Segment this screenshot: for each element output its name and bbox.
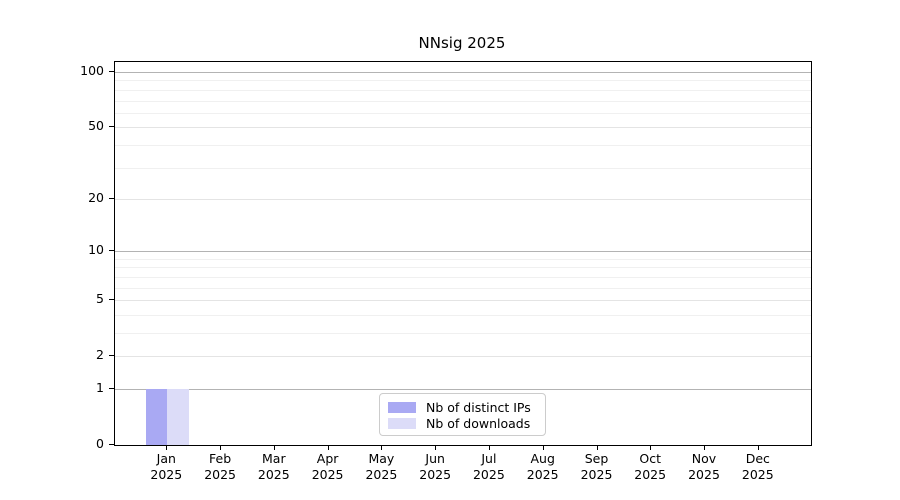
y-tick-label: 1 <box>96 380 104 395</box>
gridline-minor <box>115 89 811 91</box>
legend-entry-nb-of-downloads: Nb of downloads <box>388 415 537 431</box>
x-tick-label-jun: Jun 2025 <box>419 451 452 482</box>
x-tick-mark <box>542 445 544 450</box>
x-tick-label-oct: Oct 2025 <box>634 451 667 482</box>
x-tick-label-dec: Dec 2025 <box>741 451 774 482</box>
x-tick-mark <box>166 445 168 450</box>
x-tick-mark <box>704 445 705 450</box>
y-tick-label: 100 <box>80 63 104 78</box>
gridline-major <box>115 251 811 253</box>
gridline-minor <box>115 144 811 146</box>
y-tick-label: 2 <box>96 347 104 363</box>
legend-label: Nb of downloads <box>426 415 531 431</box>
y-tick-mark <box>109 355 114 357</box>
x-tick-mark <box>381 445 383 450</box>
y-tick-mark <box>109 71 114 72</box>
legend-label: Nb of distinct IPs <box>426 399 531 415</box>
x-tick-mark <box>650 445 652 450</box>
x-tick-label-nov: Nov 2025 <box>688 451 720 482</box>
gridline-major <box>115 72 811 73</box>
y-tick-label: 5 <box>96 291 104 307</box>
legend-swatch <box>388 401 416 413</box>
y-tick-mark <box>109 444 114 445</box>
gridline-minor <box>115 276 811 278</box>
gridline-sub <box>115 300 811 302</box>
plot-area <box>114 61 812 446</box>
bar-nb-of-distinct-ips-jan-2025 <box>145 389 168 445</box>
legend-swatch <box>388 417 416 429</box>
x-tick-mark <box>220 445 222 450</box>
y-tick-mark <box>109 250 114 252</box>
gridline-minor <box>115 287 811 289</box>
x-tick-label-mar: Mar 2025 <box>257 451 290 482</box>
bar-nb-of-downloads-jan-2025 <box>167 389 189 445</box>
x-tick-label-apr: Apr 2025 <box>311 451 344 482</box>
gridline-major <box>115 389 811 390</box>
y-tick-mark <box>109 126 114 128</box>
gridline-minor <box>115 100 811 102</box>
x-tick-mark <box>273 445 275 450</box>
y-tick-label: 0 <box>96 436 104 451</box>
x-tick-label-jul: Jul 2025 <box>472 451 505 482</box>
y-tick-mark <box>109 299 114 301</box>
x-tick-mark <box>327 445 329 450</box>
gridline-minor <box>115 112 811 114</box>
y-tick-label: 20 <box>88 189 104 205</box>
y-tick-mark <box>109 197 114 199</box>
gridline-minor <box>115 333 811 334</box>
x-tick-label-aug: Aug 2025 <box>526 451 559 482</box>
x-tick-label-sep: Sep 2025 <box>580 451 613 482</box>
gridline-minor <box>115 267 811 269</box>
y-tick-label: 10 <box>88 242 104 258</box>
y-tick-label: 50 <box>88 118 104 134</box>
gridline-sub <box>115 356 811 358</box>
gridline-sub <box>115 127 811 129</box>
x-tick-mark <box>757 445 759 450</box>
gridline-minor <box>115 314 811 316</box>
gridline-sub <box>115 198 811 200</box>
x-tick-mark <box>596 445 598 450</box>
gridline-minor <box>115 80 811 82</box>
gridline-minor <box>115 258 811 260</box>
legend-entry-nb-of-distinct-ips: Nb of distinct IPs <box>388 399 537 415</box>
x-tick-label-feb: Feb 2025 <box>204 451 236 482</box>
x-tick-mark <box>488 445 490 450</box>
x-tick-label-jan: Jan 2025 <box>150 451 183 482</box>
chart-title: NNsig 2025 <box>418 34 506 52</box>
y-tick-mark <box>109 388 114 389</box>
x-tick-mark <box>435 445 437 450</box>
legend: Nb of distinct IPs Nb of downloads <box>379 393 546 436</box>
x-tick-label-may: May 2025 <box>365 451 398 482</box>
gridline-minor <box>115 167 811 169</box>
